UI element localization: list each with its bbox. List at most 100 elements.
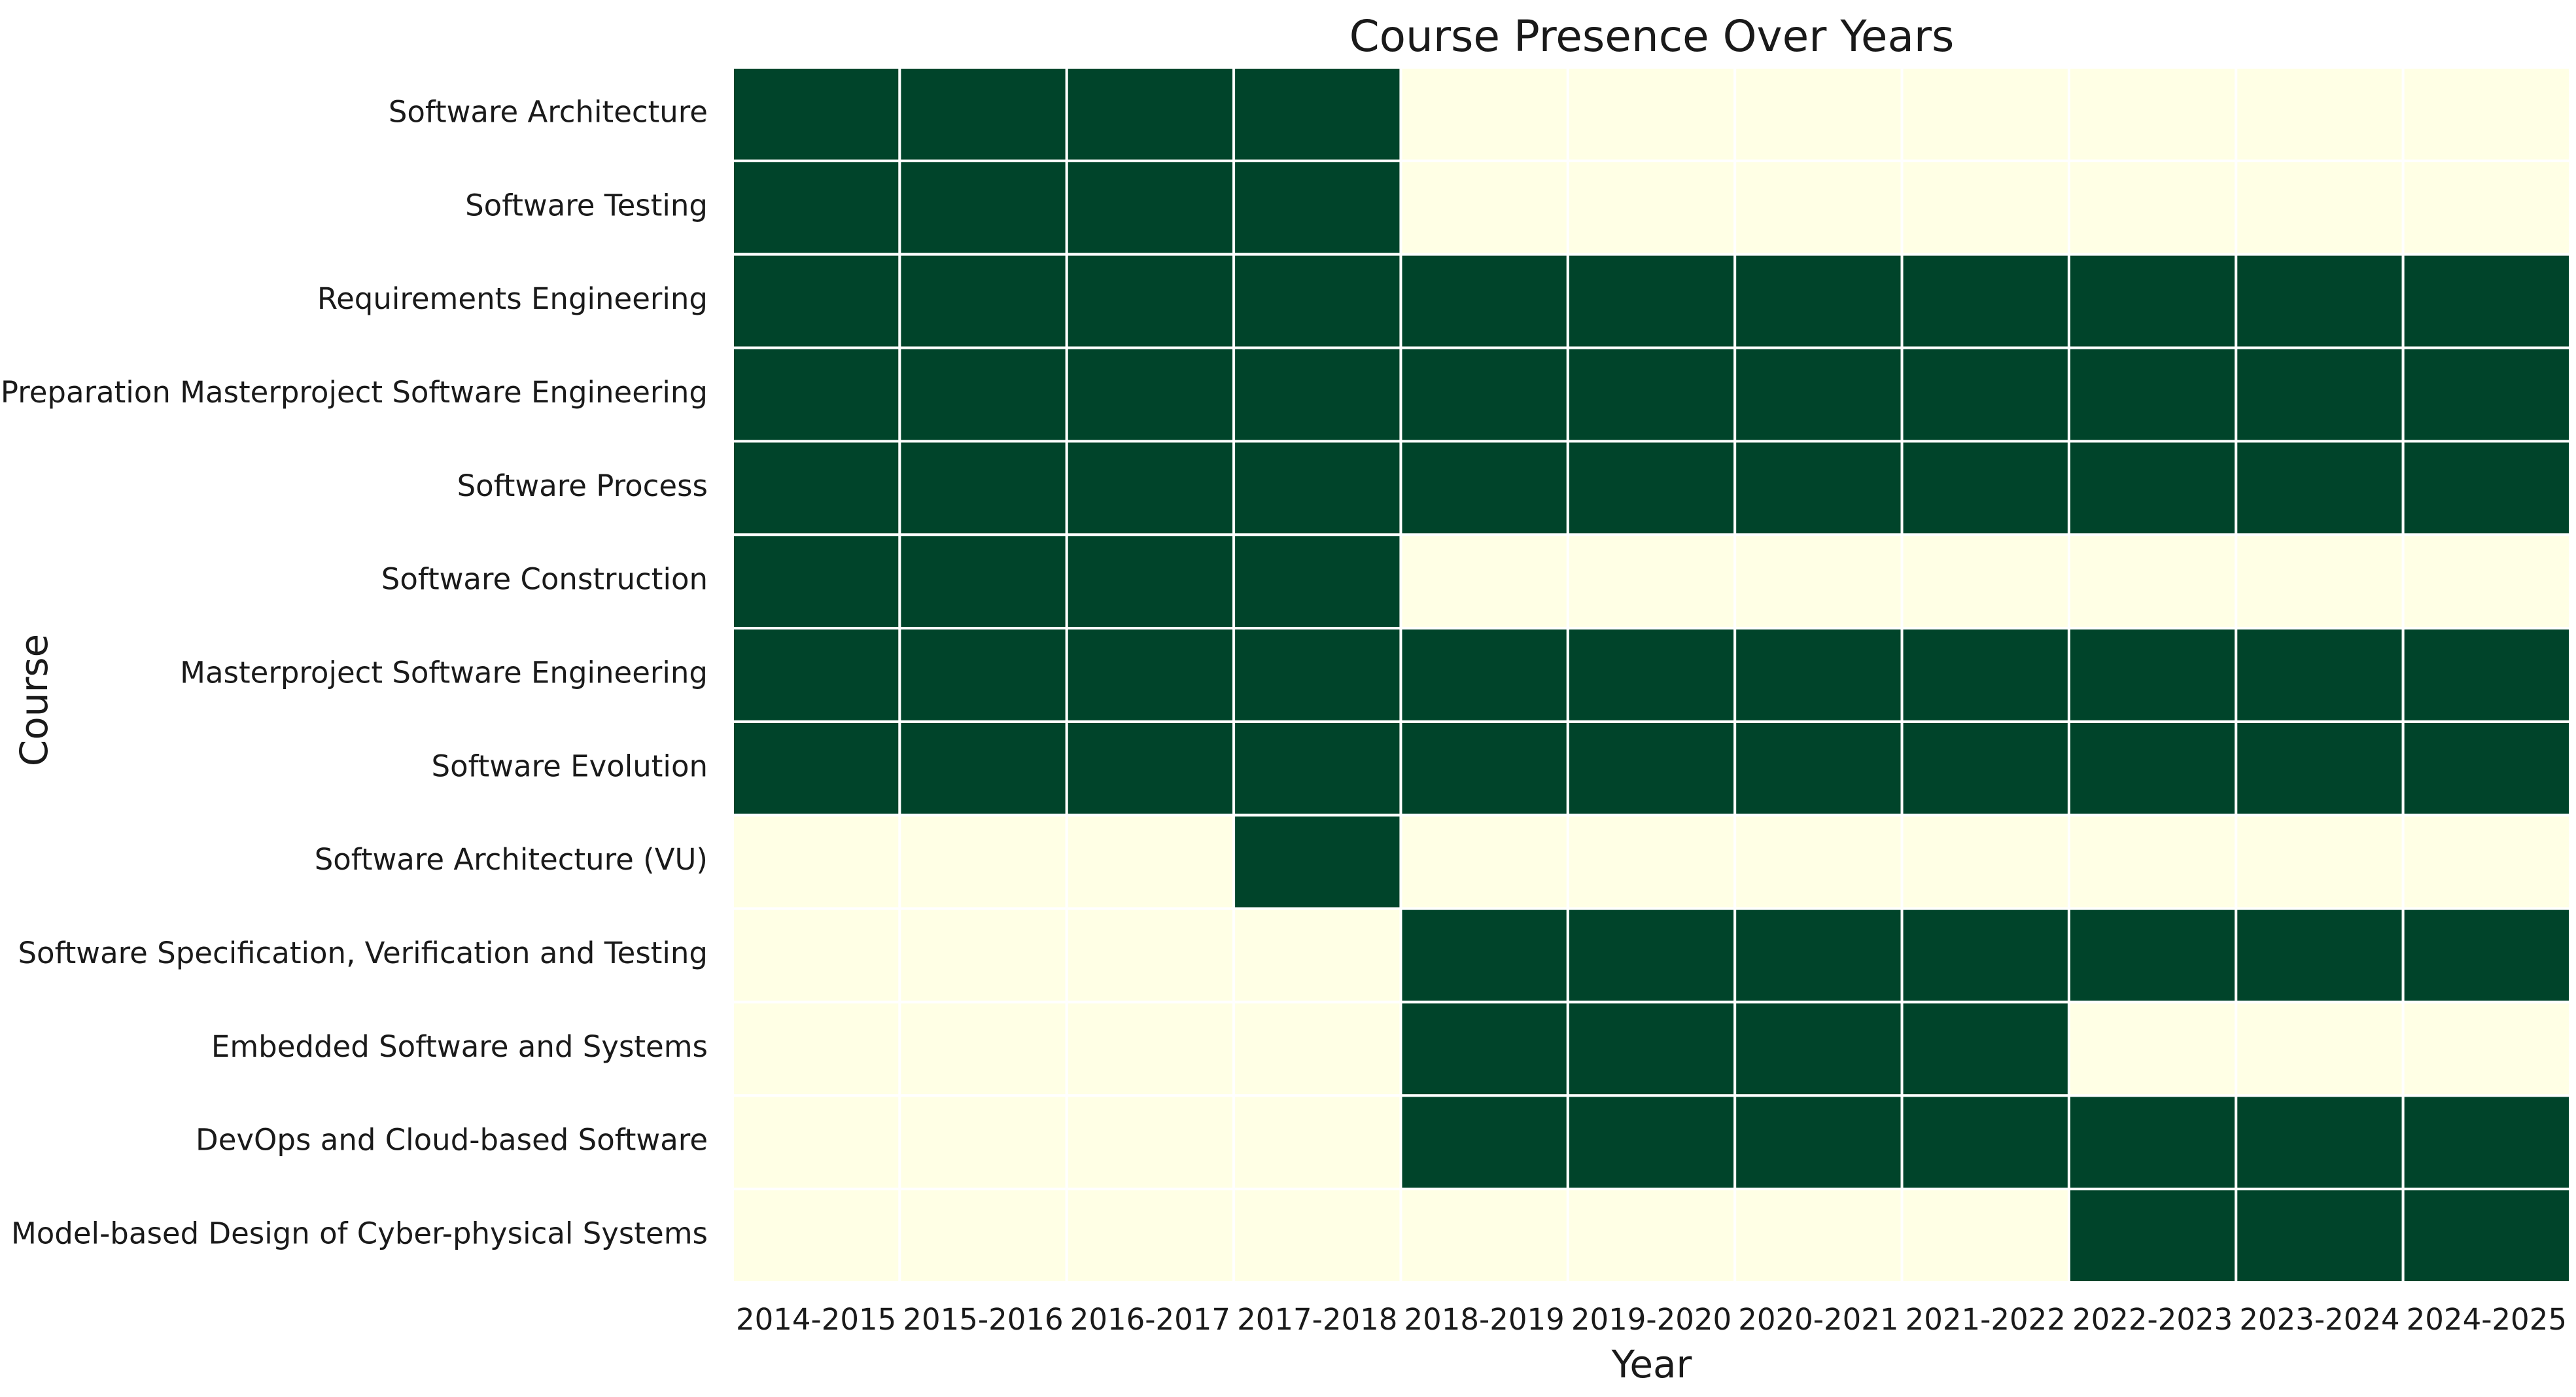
heatmap-cell (2235, 1094, 2405, 1191)
heatmap-cell (731, 813, 901, 910)
heatmap-cell (1232, 533, 1402, 630)
x-tick-label: 2023-2024 (2239, 1302, 2399, 1337)
heatmap-cell (2235, 627, 2405, 723)
heatmap-cell (731, 253, 901, 349)
heatmap-cell (2067, 346, 2238, 443)
heatmap-cell (2067, 813, 2238, 910)
x-tick-label: 2017-2018 (1237, 1302, 1397, 1337)
heatmap-cell (731, 66, 901, 162)
heatmap-cell (2067, 627, 2238, 723)
y-tick-label: Software Specification, Verification and… (18, 936, 708, 970)
heatmap-cell (1900, 533, 2070, 630)
heatmap-cell (1399, 907, 1569, 1004)
heatmap-cell (1065, 1000, 1236, 1097)
heatmap-cell (2235, 66, 2405, 162)
heatmap-cell (2235, 907, 2405, 1004)
heatmap-cell (2235, 1188, 2405, 1284)
heatmap-cell (1566, 720, 1737, 817)
heatmap-cell (1232, 253, 1402, 349)
x-tick-label: 2019-2020 (1571, 1302, 1732, 1337)
heatmap-cell (1566, 907, 1737, 1004)
heatmap-cell (1399, 66, 1569, 162)
heatmap-cell (2067, 1188, 2238, 1284)
heatmap-cell (1399, 253, 1569, 349)
heatmap-cell (1733, 1188, 1904, 1284)
y-tick-label: Software Construction (381, 562, 708, 597)
y-tick-label: Embedded Software and Systems (211, 1029, 708, 1064)
heatmap-cell (1065, 720, 1236, 817)
heatmap-cell (1399, 1000, 1569, 1097)
heatmap-cell (2235, 813, 2405, 910)
heatmap-cell (1566, 533, 1737, 630)
heatmap-cell (898, 346, 1068, 443)
heatmap-cell (1566, 346, 1737, 443)
y-tick-label: Model-based Design of Cyber-physical Sys… (11, 1216, 708, 1251)
heatmap-cell (2401, 907, 2572, 1004)
heatmap-cell (1733, 1094, 1904, 1191)
heatmap-cell (1232, 1188, 1402, 1284)
heatmap-cell (1900, 440, 2070, 537)
heatmap-cell (2235, 253, 2405, 349)
heatmap-cell (1399, 533, 1569, 630)
x-tick-label: 2014-2015 (736, 1302, 896, 1337)
x-tick-label: 2018-2019 (1404, 1302, 1564, 1337)
heatmap-cell (1900, 1094, 2070, 1191)
heatmap-cell (1733, 533, 1904, 630)
heatmap-cell (1399, 720, 1569, 817)
heatmap-cell (1232, 720, 1402, 817)
heatmap-cell (1232, 66, 1402, 162)
heatmap-cell (1232, 440, 1402, 537)
heatmap-cell (1065, 159, 1236, 256)
heatmap-cell (1733, 253, 1904, 349)
y-tick-label: Software Architecture (VU) (315, 842, 708, 877)
heatmap-cell (1733, 440, 1904, 537)
heatmap-cell (1232, 159, 1402, 256)
heatmap-cell (1566, 1000, 1737, 1097)
heatmap-cell (898, 253, 1068, 349)
heatmap-cell (898, 533, 1068, 630)
heatmap-cell (1065, 813, 1236, 910)
heatmap-cell (1900, 1188, 2070, 1284)
y-tick-label: Requirements Engineering (317, 281, 708, 316)
heatmap-cell (1399, 440, 1569, 537)
heatmap-cell (2401, 440, 2572, 537)
heatmap-cell (1733, 66, 1904, 162)
heatmap-cell (1733, 1000, 1904, 1097)
x-tick-label: 2020-2021 (1738, 1302, 1898, 1337)
heatmap-cell (2401, 66, 2572, 162)
heatmap-cell (1065, 66, 1236, 162)
heatmap-cell (2401, 1000, 2572, 1097)
heatmap-cell (1733, 907, 1904, 1004)
heatmap-cell (731, 1094, 901, 1191)
heatmap-cell (2401, 253, 2572, 349)
heatmap-cell (1900, 66, 2070, 162)
heatmap-cell (2235, 533, 2405, 630)
heatmap-cell (1399, 346, 1569, 443)
heatmap-cell (1232, 1094, 1402, 1191)
heatmap-cell (898, 1094, 1068, 1191)
heatmap-cell (2401, 346, 2572, 443)
heatmap-cell (898, 159, 1068, 256)
heatmap-cell (898, 66, 1068, 162)
heatmap-cell (898, 440, 1068, 537)
heatmap-cell (1566, 627, 1737, 723)
heatmap-cell (898, 720, 1068, 817)
heatmap-cell (731, 907, 901, 1004)
heatmap-cell (731, 1000, 901, 1097)
heatmap-cell (1900, 907, 2070, 1004)
heatmap-cell (731, 627, 901, 723)
heatmap-cell (2067, 440, 2238, 537)
heatmap-cell (731, 533, 901, 630)
heatmap-cell (1733, 159, 1904, 256)
heatmap-cell (2067, 1000, 2238, 1097)
heatmap-cell (2401, 533, 2572, 630)
heatmap-cell (2067, 1094, 2238, 1191)
heatmap-cell (2067, 907, 2238, 1004)
heatmap-cell (1900, 253, 2070, 349)
heatmap-cell (2401, 627, 2572, 723)
heatmap-cell (1399, 813, 1569, 910)
heatmap-cell (1733, 720, 1904, 817)
y-tick-label: Masterproject Software Engineering (180, 656, 708, 690)
heatmap-cell (1065, 627, 1236, 723)
heatmap-cells (731, 66, 2572, 1284)
